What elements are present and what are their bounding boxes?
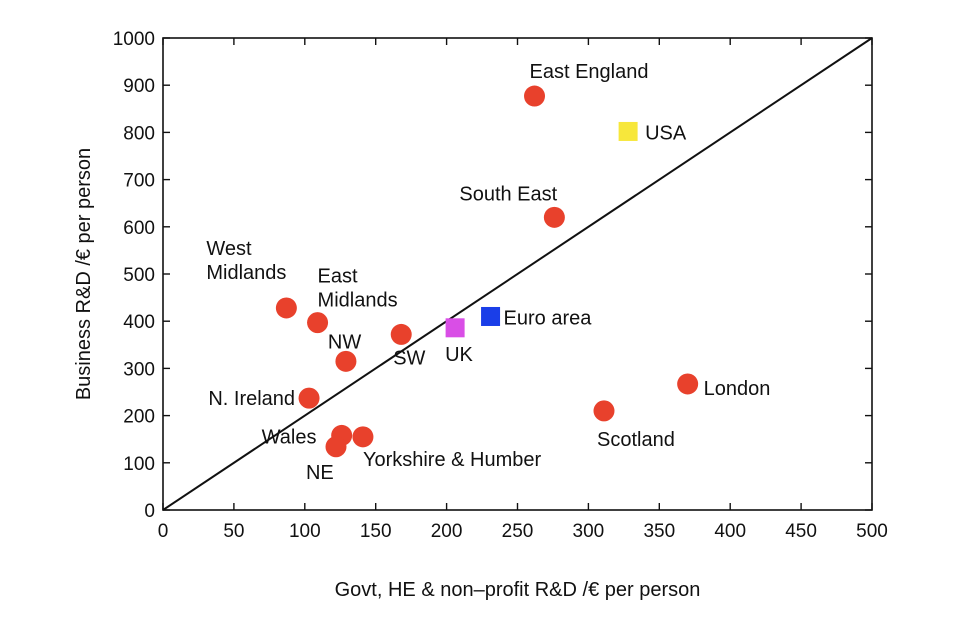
data-point-label: Euro area — [504, 307, 593, 329]
data-point-label: Scotland — [597, 429, 675, 451]
y-tick-label: 400 — [123, 312, 155, 333]
data-point-square — [618, 121, 638, 141]
data-point-label: West — [206, 238, 252, 260]
data-point-label: UK — [445, 344, 473, 366]
data-point-circle — [593, 400, 615, 422]
x-tick-label: 250 — [502, 521, 534, 542]
data-point-label: South East — [459, 183, 557, 205]
y-tick-label: 1000 — [113, 29, 155, 50]
data-point-circle — [335, 350, 357, 372]
x-tick-label: 450 — [785, 521, 817, 542]
x-tick-label: 0 — [158, 521, 169, 542]
y-tick-label: 700 — [123, 171, 155, 192]
data-point-circle — [390, 323, 412, 345]
y-tick-label: 0 — [144, 501, 155, 522]
data-point-circle — [524, 85, 546, 107]
x-tick-label: 100 — [289, 521, 321, 542]
y-tick-label: 900 — [123, 76, 155, 97]
x-tick-label: 150 — [360, 521, 392, 542]
x-tick-label: 50 — [223, 521, 244, 542]
data-point-circle — [352, 426, 374, 448]
data-point-label: London — [704, 378, 771, 400]
y-tick-label: 100 — [123, 454, 155, 475]
data-point-square — [445, 318, 465, 338]
x-tick-label: 350 — [643, 521, 675, 542]
data-point-circle — [677, 373, 699, 395]
y-tick-label: 200 — [123, 407, 155, 428]
data-point-label: NW — [328, 331, 361, 353]
data-point-circle — [543, 206, 565, 228]
data-point-circle — [325, 436, 347, 458]
data-point-label: East England — [530, 61, 649, 83]
data-point-label: East — [318, 266, 358, 288]
y-tick-label: 300 — [123, 359, 155, 380]
x-tick-label: 300 — [573, 521, 605, 542]
data-point-label: Yorkshire & Humber — [363, 449, 542, 471]
x-axis-title: Govt, HE & non–profit R&D /€ per person — [335, 579, 701, 601]
x-tick-label: 500 — [856, 521, 888, 542]
data-point-label: NE — [306, 462, 334, 484]
reference-diagonal-line — [162, 37, 873, 511]
data-point-circle — [307, 312, 329, 334]
data-point-label: Wales — [262, 426, 317, 448]
data-point-label: Midlands — [206, 262, 286, 284]
x-tick-label: 400 — [714, 521, 746, 542]
data-point-circle — [298, 387, 320, 409]
y-tick-label: 500 — [123, 265, 155, 286]
data-point-circle — [275, 297, 297, 319]
data-point-label: N. Ireland — [208, 388, 295, 410]
data-point-label: USA — [645, 122, 687, 144]
y-tick-label: 600 — [123, 218, 155, 239]
data-point-label: Midlands — [318, 290, 398, 312]
plot-area: 0 50 100 150 200 250 300 350 400 450 500 0 100 200 300… — [113, 29, 888, 542]
data-point-label: SW — [393, 347, 425, 369]
y-axis-title: Business R&D /€ per person — [73, 148, 95, 400]
y-tick-label: 800 — [123, 123, 155, 144]
x-tick-label: 200 — [431, 521, 463, 542]
data-point-square — [481, 306, 501, 326]
